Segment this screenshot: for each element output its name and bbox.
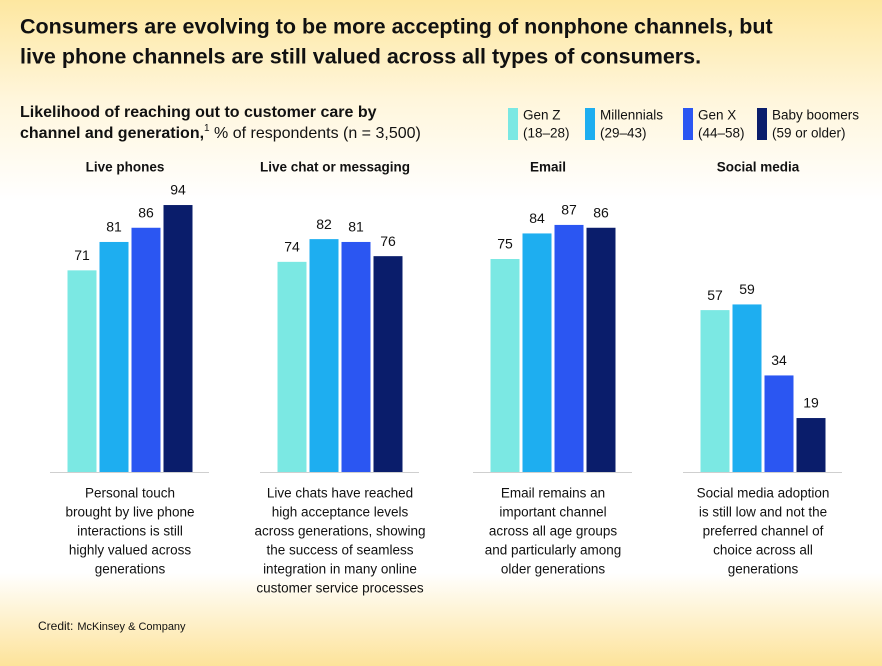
legend-swatch	[757, 108, 767, 140]
value-label: 86	[138, 204, 154, 220]
note: and particularly among	[485, 543, 622, 558]
note: brought by live phone	[65, 505, 194, 520]
value-label: 75	[497, 236, 513, 252]
bar	[586, 227, 616, 472]
note: generations	[95, 562, 166, 577]
bar	[764, 375, 794, 472]
note: is still low and not the	[699, 505, 827, 520]
note: high acceptance levels	[272, 505, 409, 520]
note: Live chats have reached	[267, 486, 413, 501]
subtitle: channel and generation,1 % of respondent…	[20, 123, 421, 143]
note: Personal touch	[85, 486, 175, 501]
bar	[490, 259, 520, 472]
note: across generations, showing	[254, 524, 425, 539]
bar	[67, 270, 97, 472]
value-label: 71	[74, 247, 90, 263]
note: generations	[728, 562, 799, 577]
credit: Credit: McKinsey & Company	[38, 619, 186, 633]
value-label: 81	[106, 219, 122, 235]
note: older generations	[501, 562, 606, 577]
subtitle: Likelihood of reaching out to customer c…	[20, 104, 377, 121]
legend-swatch	[683, 108, 693, 140]
legend-range: (29–43)	[600, 126, 647, 141]
note: preferred channel of	[703, 524, 824, 539]
channel-title: Email	[530, 160, 566, 175]
legend-label: Baby boomers	[772, 108, 859, 123]
bar	[309, 239, 339, 472]
bar	[277, 261, 307, 472]
credit-label: Credit:	[38, 619, 73, 633]
credit-source: McKinsey & Company	[77, 621, 186, 633]
note: across all age groups	[489, 524, 618, 539]
bar	[163, 205, 193, 473]
channel-title: Live phones	[86, 160, 165, 175]
bar	[554, 224, 584, 472]
legend-range: (59 or older)	[772, 126, 846, 141]
value-label: 86	[593, 204, 609, 220]
value-label: 87	[561, 202, 577, 218]
bar	[732, 304, 762, 472]
chart-title: Consumers are evolving to be more accept…	[20, 15, 773, 39]
value-label: 59	[739, 281, 755, 297]
channel-title: Live chat or messaging	[260, 160, 410, 175]
note: the success of seamless	[266, 543, 413, 558]
value-label: 81	[348, 219, 364, 235]
legend-swatch	[508, 108, 518, 140]
note: interactions is still	[77, 524, 183, 539]
value-label: 19	[803, 395, 819, 411]
note: choice across all	[713, 543, 813, 558]
value-label: 74	[284, 239, 300, 255]
footnote-mark: 1	[204, 123, 210, 134]
note: Social media adoption	[697, 486, 830, 501]
bar	[700, 310, 730, 472]
legend-range: (44–58)	[698, 126, 745, 141]
bar	[796, 418, 826, 472]
subtitle-rest: % of respondents (n = 3,500)	[210, 125, 421, 142]
note: Email remains an	[501, 486, 605, 501]
chart-title: live phone channels are still valued acr…	[20, 45, 701, 69]
note: highly valued across	[69, 543, 192, 558]
legend-label: Gen Z	[523, 108, 561, 123]
subtitle-bold: channel and generation,	[20, 125, 204, 142]
bar	[99, 241, 129, 472]
note: customer service processes	[256, 581, 424, 596]
legend-range: (18–28)	[523, 126, 570, 141]
bar	[522, 233, 552, 472]
value-label: 84	[529, 210, 545, 226]
note: important channel	[499, 505, 606, 520]
value-label: 94	[170, 182, 186, 198]
value-label: 82	[316, 216, 332, 232]
legend-label: Gen X	[698, 108, 736, 123]
channel-title: Social media	[717, 160, 800, 175]
value-label: 57	[707, 287, 723, 303]
value-label: 76	[380, 233, 396, 249]
note: integration in many online	[263, 562, 417, 577]
value-label: 34	[771, 352, 787, 368]
bar	[131, 227, 161, 472]
legend-swatch	[585, 108, 595, 140]
bar	[341, 241, 371, 472]
bar	[373, 256, 403, 472]
legend-label: Millennials	[600, 108, 663, 123]
